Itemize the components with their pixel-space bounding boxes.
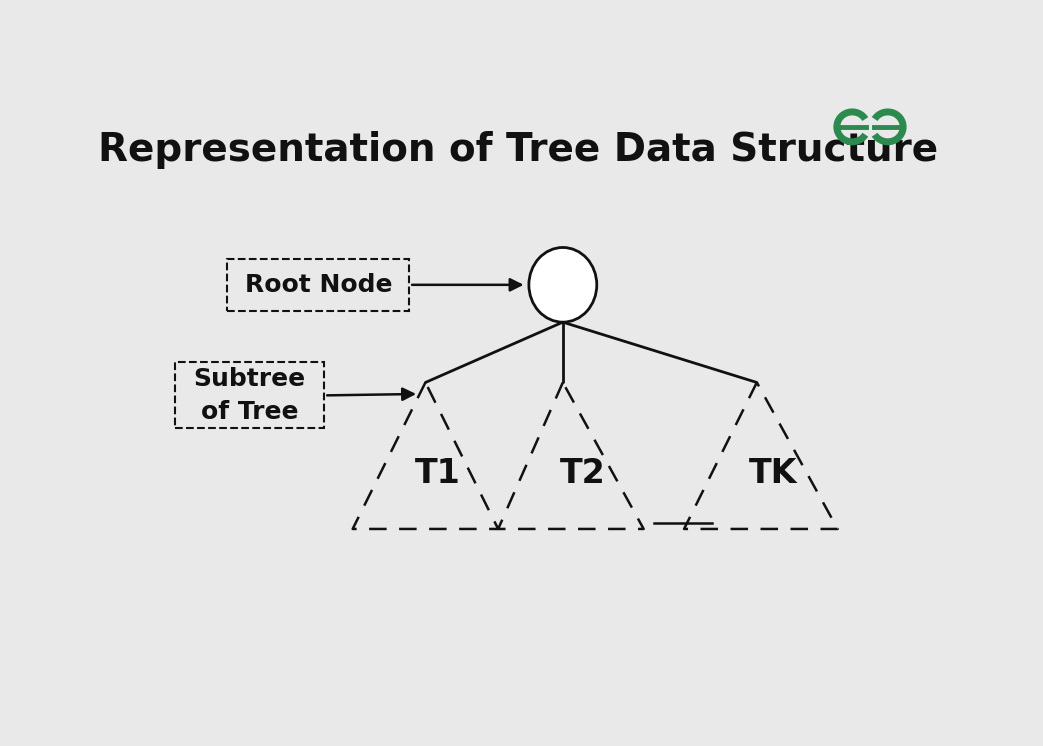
Text: Root Node: Root Node [244,273,392,297]
Text: Representation of Tree Data Structure: Representation of Tree Data Structure [98,131,939,169]
FancyBboxPatch shape [227,259,409,310]
Text: Subtree
of Tree: Subtree of Tree [194,366,306,424]
FancyBboxPatch shape [175,363,324,428]
Text: T2: T2 [560,457,606,490]
Text: T1: T1 [415,457,460,490]
Text: TK: TK [749,457,797,490]
Ellipse shape [529,248,597,322]
